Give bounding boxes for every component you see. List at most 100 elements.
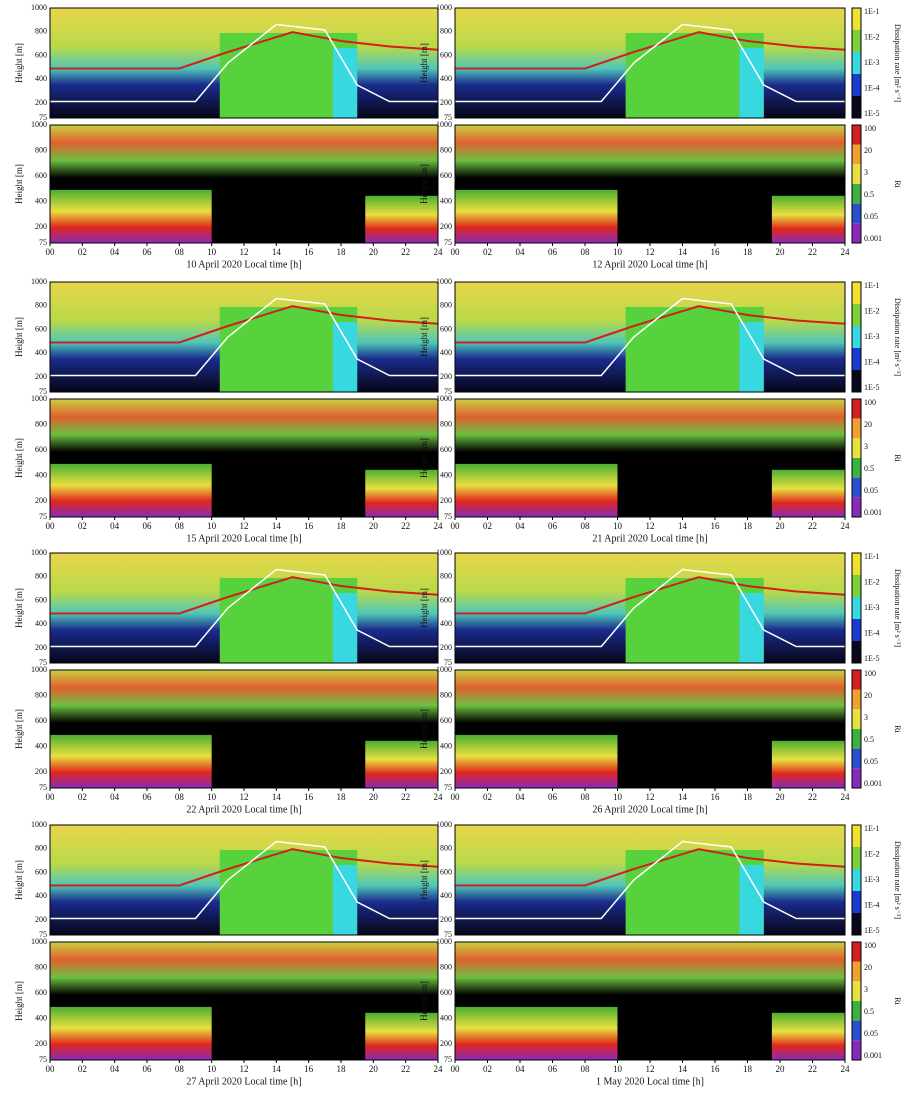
x-tick-label: 02 [78, 247, 87, 257]
x-tick-label: 08 [581, 792, 591, 802]
x-tick-label: 18 [337, 247, 347, 257]
x-tick-label: 24 [841, 1064, 851, 1074]
ri-evening-low [365, 469, 438, 517]
ri-evening-low [365, 195, 438, 243]
x-tick-label: 10 [207, 247, 217, 257]
daytime-cyan [332, 865, 358, 935]
x-tick-label: 14 [678, 792, 688, 802]
x-tick-label: 18 [337, 521, 347, 531]
panel-caption: 21 April 2020 Local time [h] [592, 533, 707, 544]
x-tick-label: 06 [548, 792, 558, 802]
x-tick-label: 22 [401, 792, 410, 802]
frame [49, 281, 439, 393]
colorbar-label: 0.5 [864, 1007, 874, 1016]
y-tick-label: 800 [35, 27, 47, 36]
y-tick-label: 600 [440, 324, 452, 333]
y-tick-label: 1000 [436, 120, 452, 129]
colorbar-label: 0.5 [864, 464, 874, 473]
daytime-cyan [332, 48, 358, 118]
y-axis-title: Height [m] [14, 588, 24, 628]
frame [454, 281, 846, 393]
x-tick-label: 02 [78, 792, 87, 802]
frame [454, 552, 846, 664]
x-tick-label: 04 [516, 1064, 526, 1074]
colorbar-segment [852, 1020, 861, 1041]
x-tick-label: 10 [613, 521, 623, 531]
daytime-cyan [332, 322, 358, 392]
colorbar-label: 1E-4 [864, 83, 880, 92]
x-tick-label: 12 [646, 792, 655, 802]
colorbar-label: 0.001 [864, 508, 882, 517]
y-tick-label: 400 [35, 891, 47, 900]
y-tick-label: 800 [35, 145, 47, 154]
x-tick-label: 10 [613, 247, 623, 257]
y-tick-label: 1000 [31, 3, 47, 12]
colorbar-label: 20 [864, 691, 872, 700]
x-tick-label: 14 [678, 521, 688, 531]
y-tick-label: 200 [35, 222, 47, 231]
colorbar-label: 1E-2 [864, 32, 880, 41]
y-tick-label: 800 [440, 572, 452, 581]
x-tick-label: 00 [46, 792, 56, 802]
x-tick-label: 24 [841, 247, 851, 257]
x-tick-label: 08 [581, 1064, 591, 1074]
x-tick-label: 12 [646, 247, 655, 257]
frame [454, 824, 846, 936]
colorbar-segment [852, 942, 861, 962]
y-tick-label: 400 [440, 74, 452, 83]
white-line [455, 568, 845, 648]
y-tick-label: 75 [444, 113, 452, 122]
y-tick-label: 75 [39, 238, 47, 247]
y-tick-label: 400 [35, 741, 47, 750]
colorbar-label: 0.5 [864, 190, 874, 199]
x-tick-label: 04 [110, 1064, 120, 1074]
colorbar-label: 0.001 [864, 234, 882, 243]
y-axis-title: Height [m] [419, 981, 429, 1021]
colorbar-segment [852, 52, 861, 74]
x-tick-label: 04 [110, 792, 120, 802]
colorbar-label: 1E-2 [864, 849, 880, 858]
y-tick-label: 400 [440, 196, 452, 205]
colorbar-segment [852, 768, 861, 788]
y-tick-label: 800 [440, 27, 452, 36]
panel-caption: 12 April 2020 Local time [h] [592, 259, 707, 270]
colorbar-label: 3 [864, 985, 868, 994]
y-tick-label: 400 [35, 196, 47, 205]
x-tick-label: 14 [272, 1064, 282, 1074]
x-tick-label: 12 [240, 521, 249, 531]
ri-night-low [50, 1006, 212, 1060]
colorbar-segment [852, 184, 861, 204]
y-tick-label: 75 [444, 238, 452, 247]
ri-evening-low [771, 740, 845, 788]
y-tick-label: 200 [440, 372, 452, 381]
red-line [50, 31, 439, 70]
x-tick-label: 00 [451, 521, 461, 531]
x-tick-label: 04 [110, 247, 120, 257]
colorbar-segment [852, 553, 861, 575]
y-tick-label: 400 [440, 619, 452, 628]
y-tick-label: 75 [444, 658, 452, 667]
colorbar-segment [852, 497, 861, 517]
colorbar-segment [852, 304, 861, 326]
y-tick-label: 1000 [436, 820, 452, 829]
x-tick-label: 10 [613, 1064, 623, 1074]
y-tick-label: 400 [35, 1013, 47, 1022]
colorbar-label: 1E-1 [864, 824, 880, 833]
colorbar-segment [852, 913, 861, 935]
y-axis-title: Height [m] [14, 43, 24, 83]
y-tick-label: 800 [35, 572, 47, 581]
colorbar-frame [851, 281, 862, 393]
y-tick-label: 600 [440, 867, 452, 876]
colorbar-segment [852, 144, 861, 165]
panel-caption: 10 April 2020 Local time [h] [186, 259, 301, 270]
y-tick-label: 800 [440, 962, 452, 971]
y-tick-label: 75 [39, 387, 47, 396]
y-tick-label: 75 [39, 113, 47, 122]
y-axis-title: Height [m] [14, 317, 24, 357]
y-tick-label: 200 [440, 1039, 452, 1048]
colorbar-title: Ri [893, 454, 902, 462]
y-tick-label: 600 [440, 50, 452, 59]
y-tick-label: 800 [35, 419, 47, 428]
x-tick-label: 10 [613, 792, 623, 802]
ri-night-low [455, 734, 618, 788]
